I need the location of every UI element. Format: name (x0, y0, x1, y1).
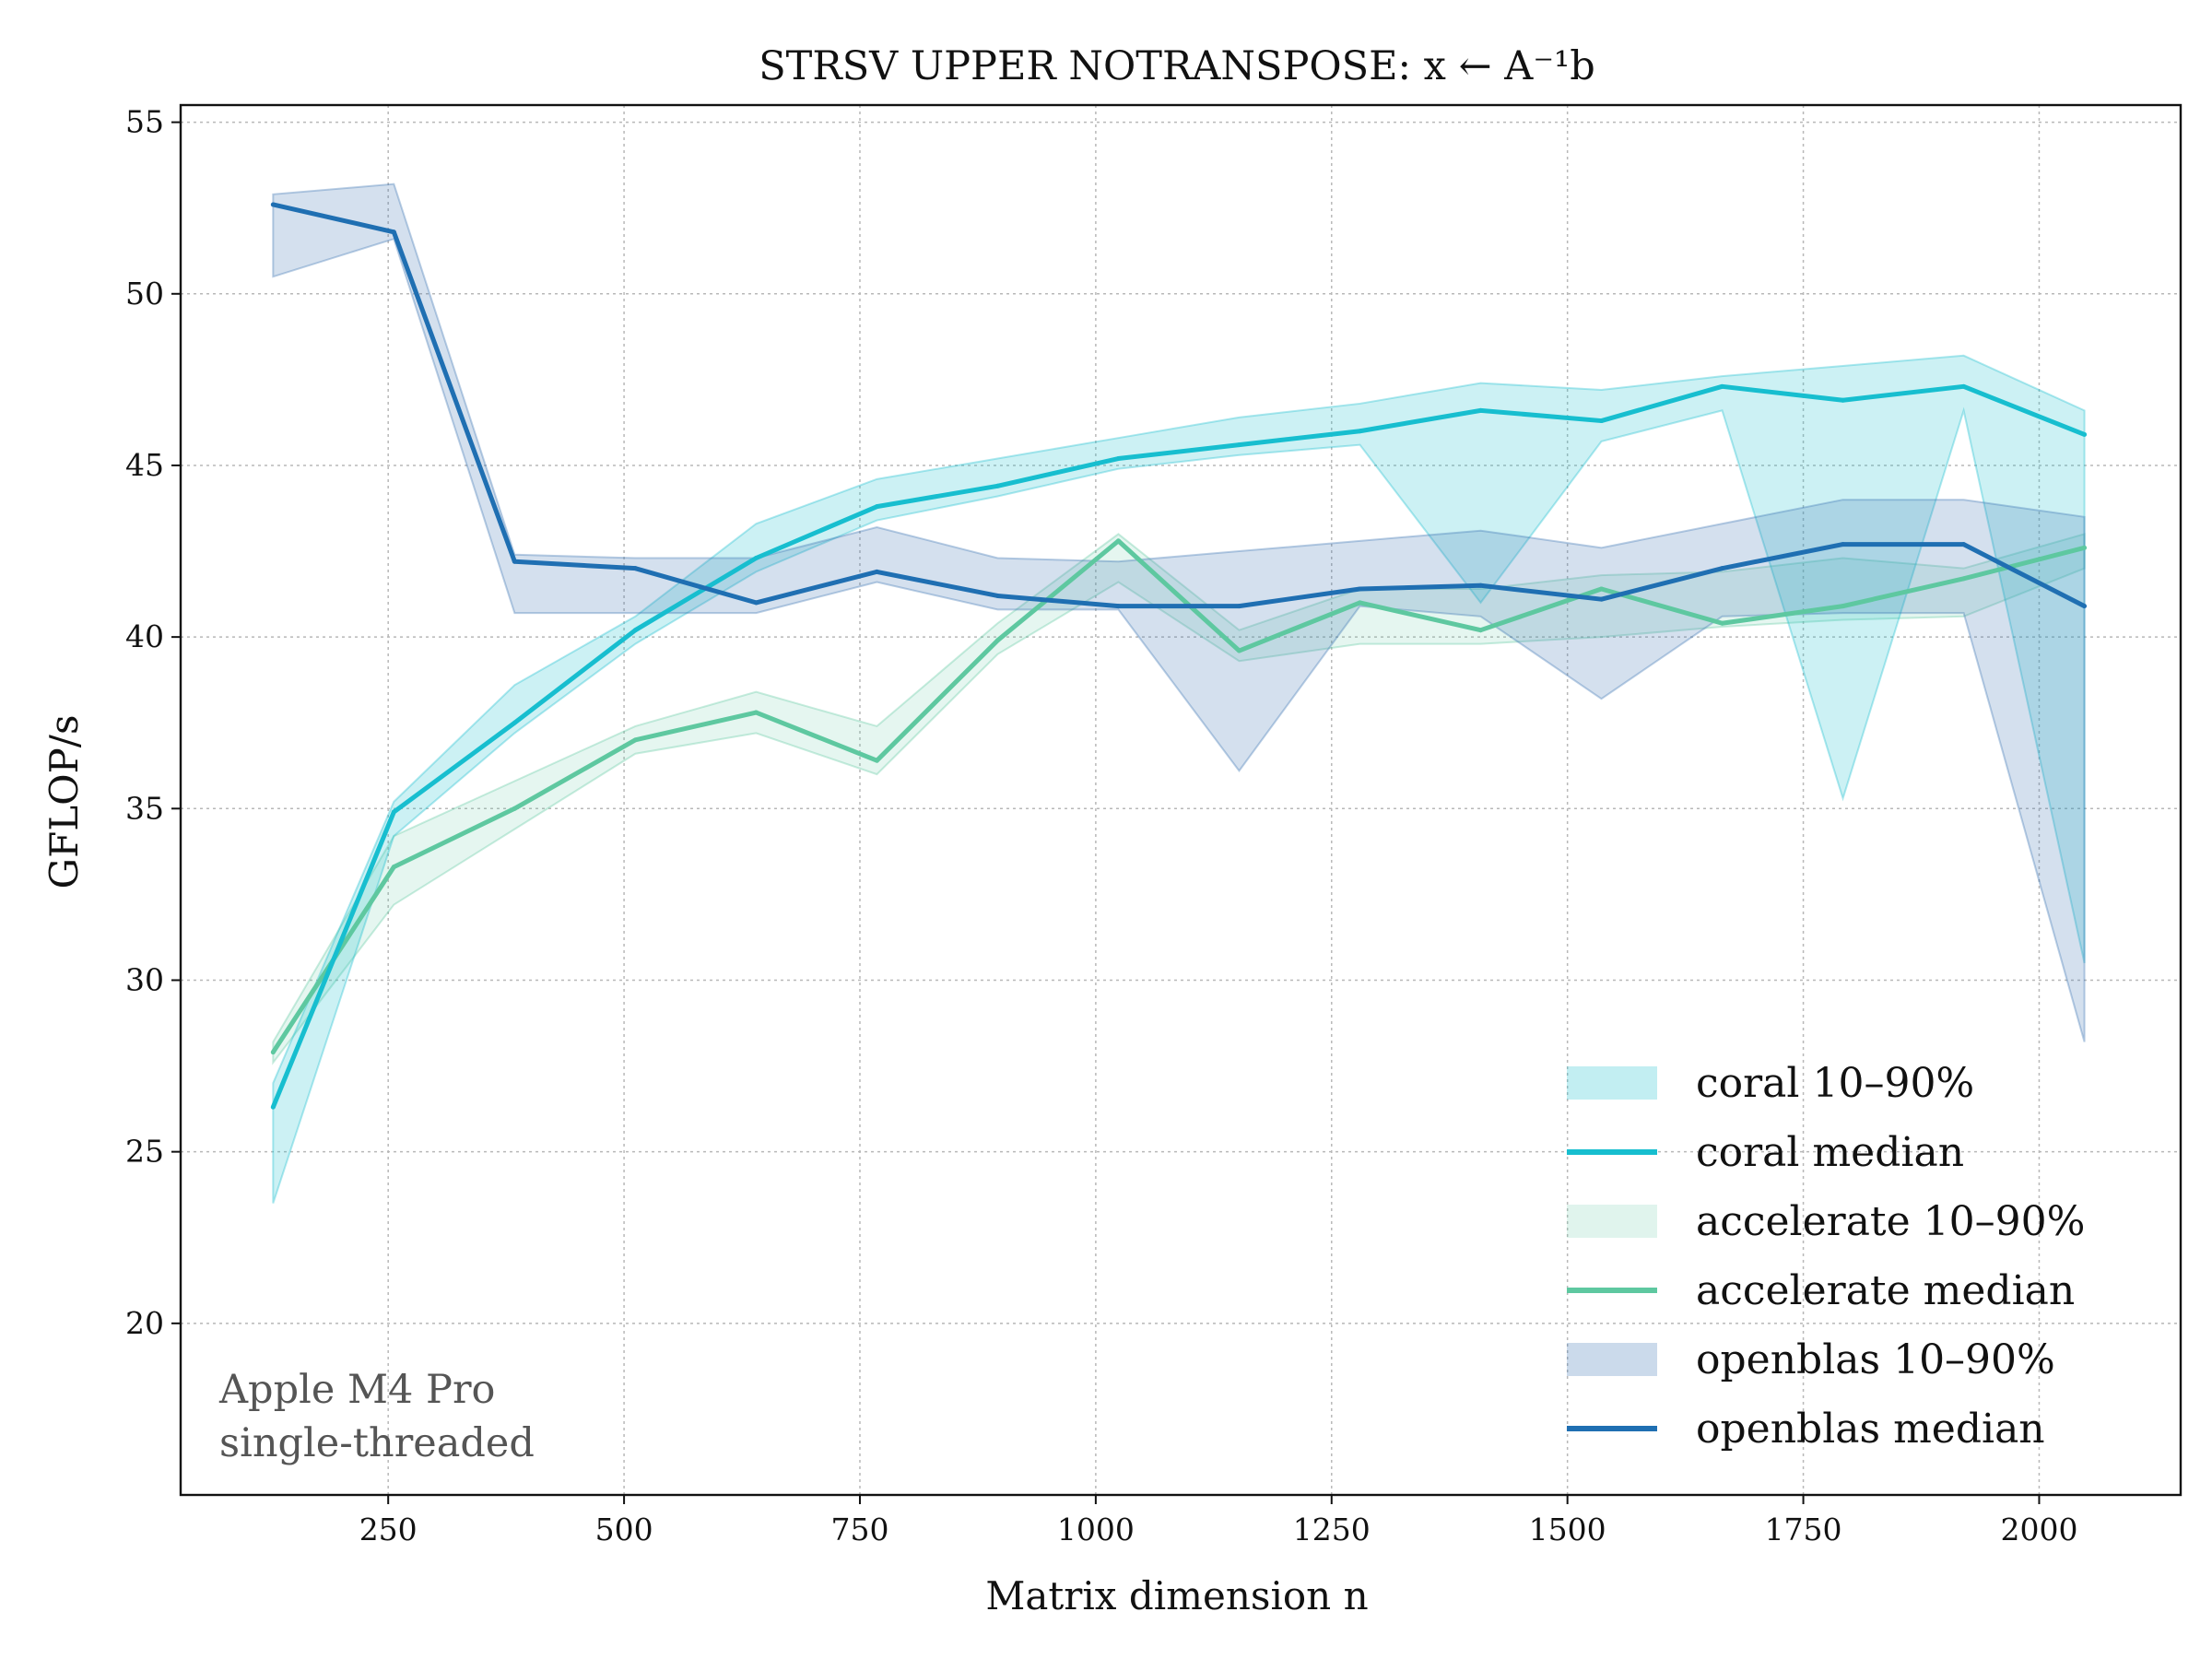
openblas-median-point (1599, 596, 1605, 602)
legend-label-accelerate-median: accelerate median (1696, 1267, 2075, 1314)
accelerate-median-point (1720, 620, 1725, 626)
openblas-median-line (272, 202, 2086, 609)
accelerate-median-point (391, 865, 396, 870)
coral-median-point (1115, 456, 1121, 462)
y-tick-label: 40 (125, 618, 164, 654)
accelerate-median-point (1961, 576, 1967, 582)
x-tick-label: 1000 (1057, 1512, 1135, 1547)
openblas-median-point (1961, 542, 1967, 547)
accelerate-median-point (512, 806, 517, 811)
x-tick-label: 1750 (1765, 1512, 1842, 1547)
legend-label-coral-median: coral median (1696, 1129, 1964, 1176)
accelerate-median-point (632, 737, 638, 743)
plot-frame (179, 103, 2183, 1497)
lines-layer (270, 202, 2088, 1110)
ticks-layer: 250 500 750 1000 1250 1500 1750 2000 20 25 30 35 40 4… (125, 104, 2077, 1547)
openblas-band (272, 182, 2086, 1042)
coral-median-point (2082, 431, 2088, 437)
coral-median-point (1236, 442, 1241, 448)
legend-label-openblas-band: openblas 10–90% (1696, 1336, 2055, 1383)
legend-label-accelerate-band: accelerate 10–90% (1696, 1198, 2085, 1245)
openblas-median-point (2082, 604, 2088, 609)
y-tick-label: 45 (125, 447, 164, 483)
openblas-median-point (1236, 604, 1241, 609)
coral-band (272, 354, 2086, 1204)
coral-median-point (391, 809, 396, 815)
coral-median-point (1599, 418, 1605, 424)
coral-median-point (994, 483, 1000, 488)
y-tick-label: 30 (125, 961, 164, 997)
legend-swatch-coral-band (1567, 1066, 1657, 1100)
accelerate-median-point (753, 710, 759, 715)
openblas-median-point (874, 569, 879, 574)
x-tick-label: 500 (595, 1512, 653, 1547)
coral-median-point (632, 628, 638, 633)
accelerate-median-point (1478, 628, 1483, 633)
openblas-median-point (391, 229, 396, 235)
x-tick-label: 1500 (1529, 1512, 1606, 1547)
chart-title: STRSV UPPER NOTRANSPOSE: x ← A⁻¹b (759, 43, 1595, 89)
accelerate-median-line (271, 538, 2086, 1054)
openblas-median-point (1115, 604, 1121, 609)
accelerate-median-point (1115, 538, 1121, 544)
legend: coral 10–90% coral median accelerate 10–90… (1567, 1060, 2085, 1453)
accelerate-median-point (1357, 600, 1362, 606)
x-tick-label: 750 (830, 1512, 888, 1547)
openblas-median-point (1478, 582, 1483, 588)
accelerate-median-point (1236, 648, 1241, 653)
y-axis-title: GFLOP/s (41, 715, 87, 889)
accelerate-median-point (994, 638, 1000, 643)
coral-median-point (1357, 429, 1362, 434)
y-tick-label: 20 (125, 1305, 164, 1341)
y-tick-label: 25 (125, 1134, 164, 1170)
accelerate-band (272, 533, 2086, 1065)
legend-label-coral-band: coral 10–90% (1696, 1060, 1974, 1107)
x-axis-title: Matrix dimension n (985, 1573, 1368, 1618)
bands-layer (272, 182, 2086, 1204)
y-tick-label: 55 (125, 104, 164, 140)
annotation-line-2: single-threaded (219, 1420, 535, 1466)
coral-median-point (1478, 407, 1483, 413)
y-tick-label: 50 (125, 276, 164, 312)
accelerate-median-point (1599, 586, 1605, 592)
legend-swatch-openblas-band (1567, 1343, 1657, 1376)
openblas-median-point (512, 559, 517, 564)
coral-median-point (874, 504, 879, 510)
coral-median-point (753, 555, 759, 560)
legend-label-openblas-median: openblas median (1696, 1406, 2045, 1453)
x-tick-label: 2000 (2000, 1512, 2077, 1547)
coral-median-point (1720, 383, 1725, 389)
openblas-median-point (632, 566, 638, 571)
x-tick-label: 1250 (1293, 1512, 1371, 1547)
y-tick-label: 35 (125, 790, 164, 826)
legend-swatch-accelerate-band (1567, 1205, 1657, 1238)
openblas-median-point (994, 593, 1000, 598)
openblas-median-point (753, 600, 759, 606)
x-tick-label: 250 (359, 1512, 418, 1547)
coral-median-point (1961, 383, 1967, 389)
coral-median-point (512, 720, 517, 725)
openblas-median-point (270, 202, 276, 207)
openblas-median-point (1357, 586, 1362, 592)
accelerate-median-point (270, 1050, 276, 1055)
coral-median-line (270, 383, 2086, 1109)
accelerate-median-point (2082, 545, 2088, 550)
coral-median-point (270, 1104, 276, 1110)
openblas-median-point (1720, 566, 1725, 571)
openblas-median-point (1841, 542, 1846, 547)
grid-layer (181, 105, 2181, 1495)
accelerate-median-point (1841, 604, 1846, 609)
accelerate-median-point (874, 758, 879, 763)
coral-median-point (1841, 397, 1846, 403)
annotation-line-1: Apple M4 Pro (218, 1367, 495, 1413)
